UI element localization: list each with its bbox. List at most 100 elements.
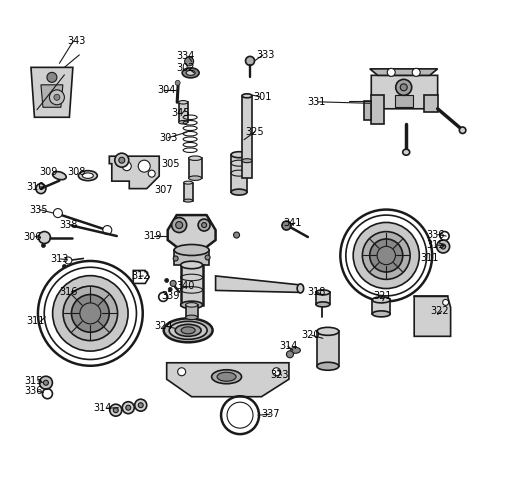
Ellipse shape (169, 321, 207, 339)
Bar (231, 155, 247, 192)
Circle shape (340, 210, 432, 301)
Ellipse shape (242, 159, 252, 163)
Polygon shape (109, 156, 159, 189)
Text: 312: 312 (131, 271, 150, 281)
Ellipse shape (217, 372, 236, 381)
Ellipse shape (179, 121, 188, 124)
Bar (242, 96, 252, 178)
Text: 336: 336 (427, 230, 445, 240)
Text: 303: 303 (160, 133, 178, 143)
Circle shape (115, 153, 129, 167)
Text: 314: 314 (93, 403, 112, 413)
Ellipse shape (317, 327, 339, 335)
Ellipse shape (242, 94, 252, 98)
Circle shape (346, 215, 427, 296)
Text: 304: 304 (157, 85, 176, 95)
Ellipse shape (189, 176, 202, 181)
Ellipse shape (181, 327, 195, 334)
Ellipse shape (231, 189, 247, 195)
Circle shape (44, 267, 136, 359)
Circle shape (138, 160, 150, 172)
Text: 321: 321 (374, 291, 392, 301)
Text: 316: 316 (60, 287, 78, 297)
Circle shape (80, 303, 101, 324)
Polygon shape (414, 296, 451, 336)
Circle shape (286, 351, 293, 358)
Ellipse shape (82, 173, 93, 179)
Ellipse shape (402, 149, 410, 155)
Polygon shape (167, 363, 289, 397)
Ellipse shape (459, 127, 466, 134)
Text: 340: 340 (176, 281, 195, 291)
Circle shape (41, 244, 46, 248)
Ellipse shape (372, 311, 390, 317)
Text: 325: 325 (245, 127, 264, 137)
Circle shape (122, 162, 131, 171)
Text: 323: 323 (270, 370, 289, 380)
Circle shape (113, 408, 118, 413)
Polygon shape (83, 281, 102, 299)
Circle shape (85, 287, 89, 291)
Bar (179, 102, 188, 122)
Text: 319: 319 (143, 231, 162, 241)
Bar (185, 305, 198, 317)
Text: 315: 315 (427, 240, 445, 250)
Circle shape (377, 247, 395, 264)
Circle shape (62, 264, 66, 268)
Ellipse shape (372, 297, 390, 303)
Circle shape (110, 404, 122, 416)
Polygon shape (215, 276, 300, 292)
Text: 338: 338 (60, 220, 78, 230)
Circle shape (173, 256, 178, 261)
Circle shape (53, 275, 128, 351)
Circle shape (90, 282, 94, 286)
Ellipse shape (184, 181, 193, 184)
Text: 302: 302 (177, 63, 195, 73)
Circle shape (165, 278, 169, 282)
Text: 341: 341 (283, 218, 301, 228)
Bar (317, 331, 339, 366)
Polygon shape (168, 215, 215, 250)
Ellipse shape (164, 318, 212, 342)
Circle shape (53, 209, 62, 218)
Ellipse shape (53, 172, 66, 180)
Circle shape (44, 380, 48, 385)
Circle shape (282, 221, 291, 230)
Text: 334: 334 (177, 51, 195, 61)
Bar (181, 265, 203, 305)
Text: 320: 320 (301, 330, 320, 340)
Circle shape (437, 240, 450, 253)
Circle shape (184, 57, 194, 66)
Text: 307: 307 (154, 185, 172, 195)
Circle shape (234, 232, 239, 238)
Circle shape (396, 79, 412, 95)
Circle shape (205, 255, 210, 260)
Circle shape (122, 402, 134, 414)
Text: 301: 301 (253, 92, 272, 102)
Circle shape (353, 223, 419, 288)
Text: 337: 337 (261, 409, 280, 419)
Circle shape (175, 80, 180, 85)
Ellipse shape (297, 284, 304, 293)
Circle shape (38, 232, 50, 244)
Bar (184, 183, 193, 201)
Text: 310: 310 (26, 182, 45, 192)
Text: 335: 335 (30, 205, 48, 215)
Text: 314: 314 (279, 341, 297, 351)
Circle shape (272, 368, 280, 376)
Ellipse shape (189, 156, 202, 161)
Circle shape (171, 218, 186, 233)
Polygon shape (31, 67, 73, 117)
Circle shape (387, 68, 395, 76)
Text: 339: 339 (162, 291, 180, 301)
Circle shape (103, 226, 112, 235)
Polygon shape (370, 69, 438, 75)
Circle shape (198, 219, 210, 231)
Text: 322: 322 (430, 306, 449, 316)
Ellipse shape (78, 171, 97, 181)
Circle shape (148, 170, 155, 177)
Circle shape (246, 56, 254, 65)
Ellipse shape (174, 245, 209, 255)
Text: 343: 343 (67, 36, 85, 46)
Ellipse shape (179, 100, 188, 104)
